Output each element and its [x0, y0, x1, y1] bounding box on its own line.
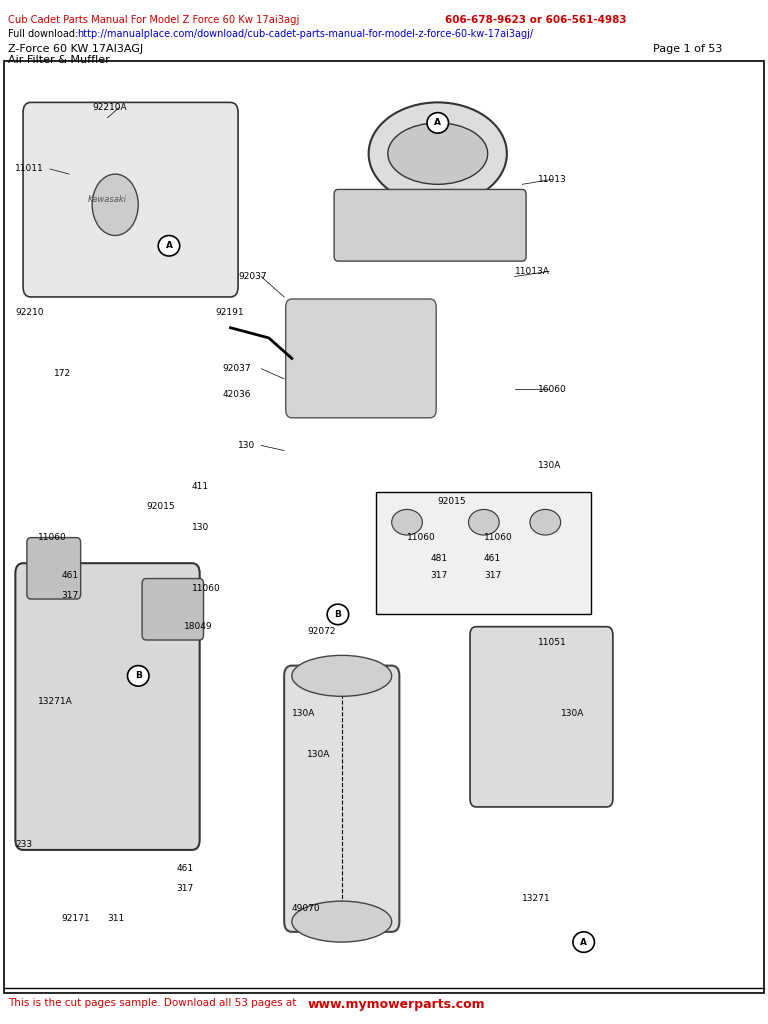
Text: 42036: 42036	[223, 390, 251, 398]
Ellipse shape	[388, 123, 488, 184]
Ellipse shape	[369, 102, 507, 205]
Ellipse shape	[292, 901, 392, 942]
Ellipse shape	[292, 655, 392, 696]
Text: B: B	[335, 610, 341, 618]
Text: Z-Force 60 KW 17AI3AGJ: Z-Force 60 KW 17AI3AGJ	[8, 44, 143, 54]
Text: 461: 461	[177, 864, 194, 872]
Text: 311: 311	[108, 914, 124, 923]
Text: 172: 172	[54, 370, 71, 378]
FancyBboxPatch shape	[23, 102, 238, 297]
Text: 92015: 92015	[438, 498, 466, 506]
Text: 49070: 49070	[292, 904, 320, 912]
Text: Cub Cadet Parts Manual For Model Z Force 60 Kw 17ai3agj: Cub Cadet Parts Manual For Model Z Force…	[8, 15, 302, 26]
Text: 11051: 11051	[538, 638, 566, 646]
Text: 130A: 130A	[307, 751, 330, 759]
Text: 11013: 11013	[538, 175, 566, 183]
Text: 317: 317	[61, 592, 78, 600]
Text: A: A	[165, 242, 173, 250]
Text: 16060: 16060	[538, 385, 566, 393]
Text: A: A	[580, 938, 588, 946]
Bar	[376, 492, 591, 614]
Text: Kawasaki: Kawasaki	[88, 196, 127, 204]
Text: 317: 317	[177, 885, 194, 893]
Ellipse shape	[158, 236, 180, 256]
FancyBboxPatch shape	[284, 666, 399, 932]
Ellipse shape	[127, 666, 149, 686]
Text: 13271A: 13271A	[38, 697, 73, 706]
Text: 92191: 92191	[215, 308, 243, 316]
Text: Page 1 of 53: Page 1 of 53	[653, 44, 722, 54]
Ellipse shape	[92, 174, 138, 236]
Text: 130: 130	[238, 441, 255, 450]
Ellipse shape	[327, 604, 349, 625]
Text: www.mymowerparts.com: www.mymowerparts.com	[307, 998, 485, 1012]
Text: 130A: 130A	[538, 462, 561, 470]
Text: 411: 411	[192, 482, 209, 490]
Text: 481: 481	[430, 554, 447, 562]
FancyBboxPatch shape	[15, 563, 200, 850]
Text: 92210: 92210	[15, 308, 44, 316]
Text: 11013A: 11013A	[515, 267, 549, 275]
Text: 18049: 18049	[184, 623, 213, 631]
Ellipse shape	[427, 113, 449, 133]
Text: 606-678-9623 or 606-561-4983: 606-678-9623 or 606-561-4983	[445, 15, 627, 26]
Text: 130: 130	[192, 523, 209, 531]
Text: 130A: 130A	[561, 710, 584, 718]
FancyBboxPatch shape	[27, 538, 81, 599]
FancyBboxPatch shape	[142, 579, 204, 640]
Text: 92037: 92037	[238, 272, 266, 281]
Text: http://manualplace.com/download/cub-cadet-parts-manual-for-model-z-force-60-kw-1: http://manualplace.com/download/cub-cade…	[77, 29, 533, 39]
Text: 92171: 92171	[61, 914, 90, 923]
Text: This is the cut pages sample. Download all 53 pages at: This is the cut pages sample. Download a…	[8, 998, 296, 1009]
FancyBboxPatch shape	[286, 299, 436, 418]
Text: 92037: 92037	[223, 365, 251, 373]
Text: 11011: 11011	[15, 165, 44, 173]
Text: 461: 461	[484, 554, 501, 562]
Text: 461: 461	[61, 571, 78, 580]
Text: Air Filter & Muffler: Air Filter & Muffler	[8, 55, 109, 66]
Text: 92015: 92015	[146, 503, 174, 511]
Text: B: B	[135, 672, 141, 680]
FancyBboxPatch shape	[470, 627, 613, 807]
Ellipse shape	[468, 510, 499, 535]
Text: 92210A: 92210A	[92, 103, 127, 112]
Text: 317: 317	[484, 571, 501, 580]
FancyBboxPatch shape	[334, 189, 526, 261]
Text: 13271: 13271	[522, 894, 551, 902]
Text: 11060: 11060	[192, 585, 220, 593]
Text: 233: 233	[15, 841, 32, 849]
Text: 11060: 11060	[407, 534, 435, 542]
Ellipse shape	[530, 510, 561, 535]
Text: 92072: 92072	[307, 628, 336, 636]
Text: A: A	[434, 119, 442, 127]
Text: Full download:: Full download:	[8, 29, 81, 39]
Ellipse shape	[392, 510, 422, 535]
Ellipse shape	[573, 932, 594, 952]
Text: 317: 317	[430, 571, 447, 580]
Text: 11060: 11060	[484, 534, 512, 542]
Text: 130A: 130A	[292, 710, 315, 718]
Text: 11060: 11060	[38, 534, 67, 542]
